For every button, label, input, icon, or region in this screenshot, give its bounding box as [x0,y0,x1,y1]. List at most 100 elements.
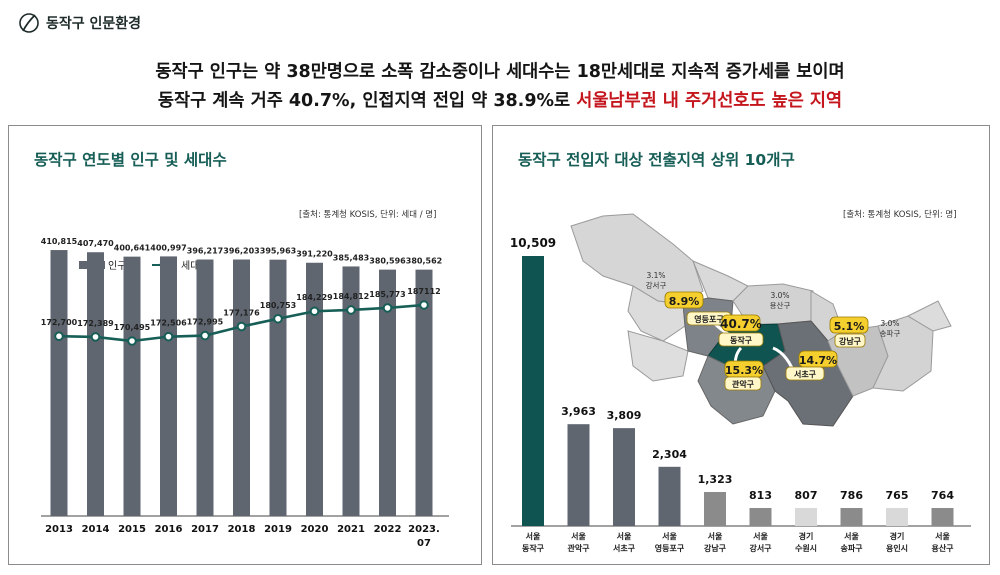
map-label-pct: 3.0% [880,319,899,328]
district-region-label: 서울 [662,531,677,541]
brand: 동작구 인문환경 [18,10,141,36]
households-label: 170,495 [114,323,151,332]
district-value-label: 807 [795,489,818,502]
population-bar [196,259,214,516]
population-bar [50,250,68,516]
map-callout-name: 영등포구 [694,314,724,324]
households-label: 187112 [407,287,440,296]
map-district-gangdong [906,300,952,332]
district-value-label: 1,323 [698,473,733,486]
callout-name-box [834,333,866,348]
population-label: 391,220 [296,250,333,259]
x-tick-label: 2016 [155,524,183,535]
district-value-label: 764 [931,489,954,502]
district-bar [522,256,544,526]
population-panel: 동작구 연도별 인구 및 세대수 [출처: 통계청 KOSIS, 단위: 세대 … [8,125,482,565]
households-point [419,300,429,310]
map-callout-name: 서초구 [794,369,817,379]
population-chart: 인구수 세대수410,8152013407,4702014400,64120154… [41,237,449,549]
migration-panel: 동작구 전입자 대상 전출지역 상위 10개구 [출처: 통계청 KOSIS, … [492,125,990,565]
district-region-label: 경기 [799,531,814,541]
population-label: 407,470 [77,239,114,248]
district-name-label: 용산구 [931,543,954,553]
district-bar [931,508,954,526]
population-bar [379,269,396,516]
households-label: 185,773 [369,290,405,299]
map-callout-pct: 40.7% [720,317,762,331]
households-point [200,330,210,341]
district-bar [567,424,590,526]
district-value-label: 765 [886,489,909,502]
callout-name-box [718,332,764,347]
migration-panel-title: 동작구 전입자 대상 전출지역 상위 10개구 [518,151,795,169]
households-point [273,313,283,324]
map-callout-pct: 15.3% [725,364,763,377]
district-bar [658,466,681,526]
population-label: 400,997 [150,243,186,252]
map-district-guro [627,330,689,382]
district-name-label: 서초구 [613,543,636,553]
population-bar [306,262,323,516]
headline-line-2: 동작구 계속 거주 40.7%, 인접지역 전입 약 38.9%로 서울남부권 … [0,87,1000,112]
map-label-pct: 3.0% [770,291,789,300]
district-value-label: 3,963 [561,405,596,418]
x-tick-label: 2021 [337,524,365,535]
x-tick-label: 2022 [374,524,402,535]
callout-pct-box [721,314,761,332]
households-label: 180,753 [260,301,296,310]
map-label-name: 송파구 [880,329,901,338]
households-point [90,332,101,342]
households-point [346,305,356,315]
map-labels: 3.1%강서구3.0%용산구3.0%송파구8.9%영등포구40.7%동작구5.1… [646,271,901,391]
headline-line-1: 동작구 인구는 약 38만명으로 소폭 감소중이나 세대수는 18만세대로 지속… [155,62,845,82]
district-bar [840,508,863,526]
map-callout-pct: 5.1% [834,320,865,333]
district-name-label: 영등포구 [655,543,685,553]
district-bar [704,492,726,526]
population-bar [342,266,360,516]
households-label: 172,700 [41,318,78,327]
population-label: 385,483 [333,253,369,262]
district-name-label: 강서구 [749,543,772,553]
callout-pct-box [664,291,704,309]
map-label-name: 강서구 [646,280,667,290]
seoul-map [570,213,952,427]
x-tick-label: 2013 [45,524,73,535]
migration-source: [출처: 통계청 KOSIS, 단위: 명] [843,210,957,220]
district-bar [886,508,908,526]
x-tick-label-part: 07 [417,538,431,549]
population-panel-title: 동작구 연도별 인구 및 세대수 [34,151,227,169]
map-callout-pct: 14.7% [799,354,837,367]
x-tick-label: 2015 [118,524,146,535]
households-label: 177,176 [223,309,260,318]
households-label: 172,389 [77,319,114,328]
district-name-label: 수원시 [795,543,817,553]
population-label: 396,203 [223,247,259,256]
district-value-label: 2,304 [652,448,687,461]
district-region-label: 서울 [617,531,632,541]
leaf-circle-icon [19,13,39,33]
x-tick-label: 2019 [264,524,292,535]
population-label: 380,596 [369,257,406,266]
households-label: 184,812 [333,292,369,301]
households-point [382,303,393,313]
district-value-label: 786 [840,489,863,502]
population-bar [160,256,177,516]
population-label: 400,641 [114,244,151,253]
map-label-name: 용산구 [770,300,791,310]
population-bar [87,252,104,516]
district-bar [613,428,635,526]
map-callout-name: 동작구 [730,335,753,345]
map-label-pct: 3.1% [646,271,665,280]
district-region-label: 서울 [708,531,723,541]
households-point [54,331,64,342]
district-region-label: 서울 [753,531,768,541]
district-name-label: 관악구 [567,543,590,553]
district-region-label: 서울 [844,531,859,541]
map-callout-pct: 8.9% [669,295,700,308]
population-bar [415,269,433,516]
x-tick-label: 2020 [301,524,329,535]
population-source: [출처: 통계청 KOSIS, 단위: 세대 / 명] [299,210,437,220]
callout-name-box [785,366,825,381]
households-point [127,336,137,346]
